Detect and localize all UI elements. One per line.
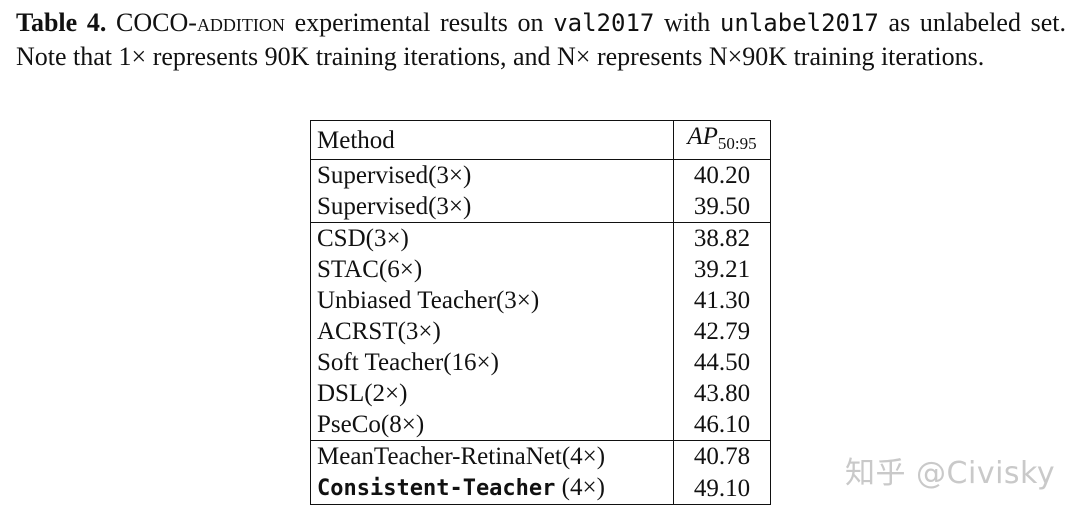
table-row: Supervised(3×) 39.50 <box>310 191 771 223</box>
caption-text-2: experimental results on <box>284 8 554 37</box>
caption-text-1: COCO- <box>116 8 197 37</box>
row-ap: 38.82 <box>673 222 771 254</box>
caption-code-unlabel2017: unlabel2017 <box>719 9 879 37</box>
caption-label: Table 4. <box>16 8 107 37</box>
header-ap-sub: 50:95 <box>717 134 757 153</box>
row-ap: 39.21 <box>673 254 771 285</box>
caption-smallcaps: addition <box>196 8 285 37</box>
row-method: CSD(3×) <box>310 222 674 254</box>
row-method: MeanTeacher-RetinaNet(4×) <box>310 440 674 472</box>
row-ap: 44.50 <box>673 347 771 378</box>
row-ap: 40.78 <box>673 440 771 472</box>
table-caption: Table 4. COCO-addition experimental resu… <box>16 6 1066 73</box>
watermark: 知乎 @Civisky <box>845 456 1056 491</box>
row-ap: 41.30 <box>673 285 771 316</box>
row-method-suffix: (4×) <box>555 474 605 501</box>
header-method: Method <box>310 120 674 160</box>
table-row: Unbiased Teacher(3×) 41.30 <box>310 285 771 316</box>
table-row: ACRST(3×) 42.79 <box>310 316 771 347</box>
row-ap: 43.80 <box>673 378 771 409</box>
table-row: Soft Teacher(16×) 44.50 <box>310 347 771 378</box>
table-row-highlight: Consistent-Teacher (4×) 49.10 <box>310 472 771 505</box>
table-row: MeanTeacher-RetinaNet(4×) 40.78 <box>310 440 771 472</box>
table-row: CSD(3×) 38.82 <box>310 222 771 254</box>
row-method-mono: Consistent-Teacher <box>317 476 556 501</box>
table-row: Supervised(3×) 40.20 <box>310 159 771 191</box>
table-row: DSL(2×) 43.80 <box>310 378 771 409</box>
row-method: Supervised(3×) <box>310 159 674 191</box>
row-method: ACRST(3×) <box>310 316 674 347</box>
row-method: PseCo(8×) <box>310 409 674 441</box>
row-method: Unbiased Teacher(3×) <box>310 285 674 316</box>
row-ap: 39.50 <box>673 191 771 223</box>
row-method: STAC(6×) <box>310 254 674 285</box>
row-method: Soft Teacher(16×) <box>310 347 674 378</box>
row-method: Supervised(3×) <box>310 191 674 223</box>
table-row: STAC(6×) 39.21 <box>310 254 771 285</box>
results-table: Method AP50:95 Supervised(3×) 40.20 Supe… <box>310 120 771 505</box>
row-method: DSL(2×) <box>310 378 674 409</box>
header-ap-main: AP <box>687 123 718 150</box>
caption-code-val2017: val2017 <box>553 9 655 37</box>
header-ap: AP50:95 <box>673 120 771 160</box>
caption-text-4: as unlabeled set. Note that 1× represent… <box>16 8 1066 71</box>
row-ap: 46.10 <box>673 409 771 441</box>
row-ap: 49.10 <box>673 472 771 505</box>
table-row: PseCo(8×) 46.10 <box>310 409 771 441</box>
caption-text-3: with <box>654 8 720 37</box>
row-ap: 42.79 <box>673 316 771 347</box>
row-method: Consistent-Teacher (4×) <box>310 472 674 505</box>
row-ap: 40.20 <box>673 159 771 191</box>
table-header-row: Method AP50:95 <box>310 120 771 160</box>
